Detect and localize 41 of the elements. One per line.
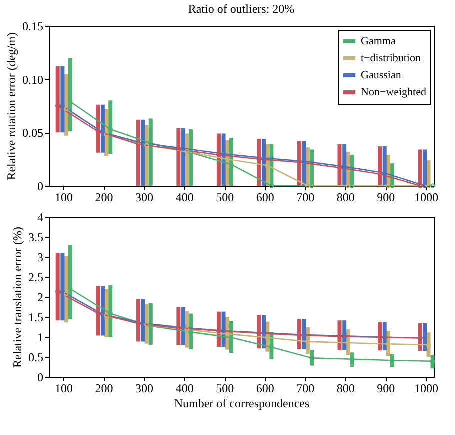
x-tick-label: 100 <box>55 382 73 396</box>
x-tick-label: 200 <box>95 382 114 396</box>
x-tick-label: 500 <box>216 190 234 204</box>
y-tick-label: 0 <box>38 370 44 384</box>
x-axis-title: Number of correspondences <box>174 396 310 410</box>
y-tick-label: 3 <box>38 250 44 264</box>
legend-label: Gaussian <box>361 70 402 82</box>
x-tick-label: 700 <box>296 190 315 204</box>
legend-label: Gamma <box>361 36 396 48</box>
y-tick-label: 3.5 <box>28 230 44 244</box>
x-tick-label: 900 <box>377 190 396 204</box>
x-tick-label: 1000 <box>414 190 438 204</box>
chart-title: Ratio of outliers: 20% <box>188 2 295 16</box>
x-tick-label: 400 <box>176 382 194 396</box>
legend-label: Non−weighted <box>361 86 427 98</box>
x-tick-label: 300 <box>136 190 154 204</box>
x-tick-label: 600 <box>256 382 274 396</box>
x-tick-label: 600 <box>256 190 274 204</box>
y-tick-label: 0 <box>38 180 44 194</box>
y-tick-label: 4 <box>38 210 44 224</box>
y-axis-title: Relative rotation error (deg/m) <box>4 32 18 180</box>
y-tick-label: 0.10 <box>22 72 44 87</box>
x-tick-label: 400 <box>176 190 194 204</box>
x-tick-label: 300 <box>136 382 154 396</box>
legend-label: t−distribution <box>361 52 422 64</box>
y-tick-label: 1 <box>38 330 44 344</box>
x-tick-label: 900 <box>377 382 396 396</box>
y-tick-label: 2.5 <box>28 270 44 284</box>
y-tick-label: 1.5 <box>28 310 44 324</box>
x-tick-label: 700 <box>296 382 315 396</box>
y-tick-label: 0.5 <box>28 350 44 364</box>
y-tick-label: 2 <box>38 290 44 304</box>
y-tick-label: 0.05 <box>22 126 44 140</box>
x-tick-label: 1000 <box>414 382 438 396</box>
x-tick-label: 800 <box>336 190 355 204</box>
x-tick-label: 500 <box>216 382 234 396</box>
x-tick-label: 800 <box>336 382 355 396</box>
y-tick-label: 0.15 <box>22 20 44 34</box>
y-axis-title: Relative translation error (%) <box>10 227 24 368</box>
x-tick-label: 100 <box>55 190 73 204</box>
x-tick-label: 200 <box>95 190 114 204</box>
